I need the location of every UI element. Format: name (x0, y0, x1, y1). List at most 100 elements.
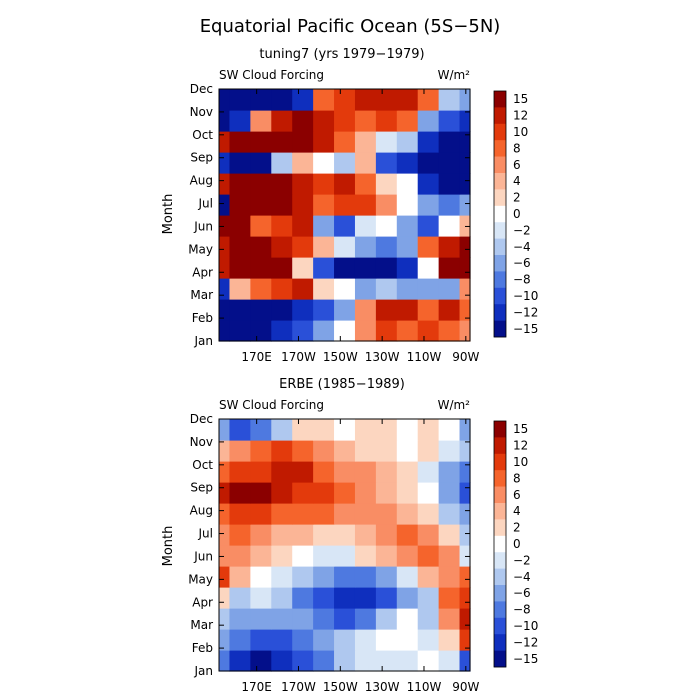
y-tick-label: Jun (193, 549, 213, 563)
heatmap-cell (229, 257, 251, 279)
heatmap-cell (229, 236, 251, 258)
heatmap-cell (417, 587, 440, 609)
heatmap-cell (229, 215, 251, 237)
heatmap-cell (396, 215, 419, 237)
heatmap-cell (375, 194, 398, 216)
colorbar-swatch (494, 503, 506, 520)
heatmap-cell (375, 110, 398, 132)
heatmap-cell (438, 173, 461, 195)
heatmap-cell (396, 461, 419, 483)
heatmap-cell (438, 524, 461, 546)
x-tick-label: 130W (365, 350, 400, 364)
heatmap-cell (354, 236, 377, 258)
heatmap-cell (219, 629, 231, 651)
colorbar-label: 12 (513, 109, 528, 123)
y-axis-label: Month (161, 526, 176, 567)
heatmap-cell (292, 131, 314, 153)
colorbar-label: 8 (513, 471, 521, 485)
heatmap-cell (459, 650, 471, 672)
heatmap-cell (229, 482, 251, 504)
colorbar-label: 12 (513, 439, 528, 453)
colorbar-label: −6 (513, 586, 531, 600)
heatmap-cell (292, 608, 314, 630)
heatmap-cell (271, 545, 293, 567)
heatmap-cell (229, 545, 251, 567)
heatmap-cell (219, 236, 231, 258)
colorbar-label: −2 (513, 223, 531, 237)
x-tick-label: 90W (452, 680, 479, 694)
heatmap-cell (459, 629, 471, 651)
heatmap-cell (219, 419, 231, 441)
heatmap-cell (250, 545, 272, 567)
y-tick-label: Jul (198, 527, 213, 541)
heatmap-cell (313, 482, 335, 504)
heatmap-cell (292, 215, 314, 237)
colorbar-swatch (494, 107, 506, 125)
heatmap-cell (250, 566, 272, 588)
heatmap-cell (396, 89, 419, 111)
heatmap-cell (271, 461, 293, 483)
heatmap-cell (334, 236, 356, 258)
heatmap-cell (417, 194, 440, 216)
heatmap-cell (334, 566, 356, 588)
heatmap-cell (354, 608, 377, 630)
colorbar-frame (493, 420, 507, 668)
colorbar-swatch (494, 519, 506, 537)
heatmap-cell (438, 110, 461, 132)
y-tick-label: Jan (194, 664, 214, 678)
heatmap-cell (271, 320, 293, 342)
heatmap-cell (250, 650, 272, 672)
heatmap-cell (438, 419, 461, 441)
heatmap-cell (417, 629, 440, 651)
colorbar-swatch (494, 205, 506, 223)
heatmap-cell (271, 152, 293, 174)
heatmap-cell (292, 503, 314, 525)
heatmap-cell (313, 299, 335, 321)
heatmap-cell (417, 131, 440, 153)
heatmap-cell (250, 278, 272, 300)
heatmap-cell (354, 482, 377, 504)
heatmap-cell (229, 650, 251, 672)
heatmap-cell (229, 194, 251, 216)
heatmap-cell (229, 299, 251, 321)
colorbar-label: −12 (513, 635, 538, 649)
heatmap-cell (250, 110, 272, 132)
heatmap-cell (219, 194, 231, 216)
heatmap-cell (219, 215, 231, 237)
colorbar-swatch (494, 535, 506, 553)
heatmap-cell (396, 503, 419, 525)
heatmap-cell (438, 566, 461, 588)
heatmap-cell (250, 215, 272, 237)
heatmap-cell (438, 320, 461, 342)
heatmap-cell (229, 419, 251, 441)
heatmap-cell (334, 110, 356, 132)
heatmap-cell (219, 257, 231, 279)
heatmap-cell (438, 503, 461, 525)
heatmap-cell (250, 236, 272, 258)
heatmap-cell (438, 131, 461, 153)
colorbar-label: 2 (513, 191, 521, 205)
colorbar-swatch (494, 123, 506, 141)
heatmap-cell (459, 545, 471, 567)
colorbar-label: 0 (513, 537, 521, 551)
panel-subtitle: ERBE (1985−1989) (279, 377, 405, 392)
heatmap-cell (292, 419, 314, 441)
heatmap-cell (459, 278, 471, 300)
heatmap-cell (354, 524, 377, 546)
heatmap-cell (292, 566, 314, 588)
y-tick-label: May (188, 572, 213, 586)
heatmap-cell (229, 608, 251, 630)
heatmap-cell (229, 173, 251, 195)
heatmap-cell (375, 236, 398, 258)
y-tick-label: Jul (198, 197, 213, 211)
heatmap-cell (219, 110, 231, 132)
heatmap-cell (271, 110, 293, 132)
heatmap-cell (354, 587, 377, 609)
heatmap-cell (396, 110, 419, 132)
colorbar-swatch (494, 189, 506, 207)
heatmap-cell (271, 194, 293, 216)
heatmap-cell (375, 173, 398, 195)
heatmap-cell (271, 215, 293, 237)
heatmap-cell (219, 545, 231, 567)
